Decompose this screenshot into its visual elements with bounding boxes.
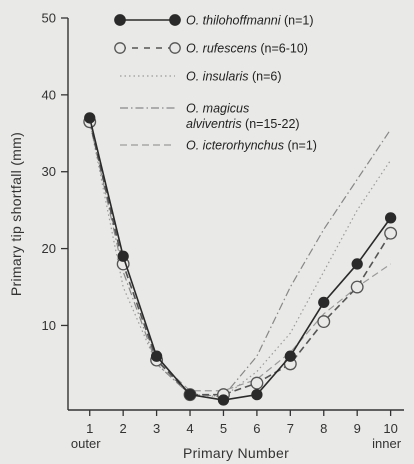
- series-1-point-9: [351, 258, 363, 270]
- legend-entry-2: O. rufescens (n=6-10): [114, 42, 308, 56]
- series-line-4: [89, 121, 392, 397]
- axes: 10 20 30 40 50 1 2 3 4 5 6 7 8 9 10 outer inner Prima…: [8, 11, 404, 461]
- y-ticks: 10 20 30 40 50: [42, 11, 68, 333]
- x-tick-label-6: 6: [253, 421, 260, 436]
- y-tick-label-20: 20: [42, 241, 56, 256]
- series-3: [89, 121, 392, 398]
- series-2-point-6: [250, 376, 264, 390]
- x-tick-label-10: 10: [383, 421, 397, 436]
- x-tick-label-4: 4: [186, 421, 193, 436]
- series-line-1: [88, 117, 392, 401]
- legend-marker-1-1: [114, 14, 126, 26]
- legend-marker-1-2: [169, 14, 181, 26]
- series-4: [89, 121, 392, 397]
- legend-label-n-2: (n=6-10): [257, 42, 308, 56]
- legend-entry-1: O. thilohoffmanni (n=1): [114, 14, 314, 28]
- legend-marker-2-1: [114, 42, 126, 54]
- legend-entry-5: O. icterorhynchus (n=1): [120, 139, 317, 153]
- series-1-point-8: [318, 296, 330, 309]
- x-end-label-inner: inner: [372, 436, 402, 451]
- y-tick-label-30: 30: [42, 164, 56, 179]
- legend-label-name2-4: alviventris: [186, 117, 242, 131]
- legend-label-1: O. thilohoffmanni (n=1): [186, 14, 314, 28]
- x-tick-label-7: 7: [287, 421, 294, 436]
- x-end-label-outer: outer: [71, 436, 101, 451]
- legend-label-name-3: O. insularis: [186, 70, 249, 84]
- legend-label-n-1: (n=1): [281, 14, 314, 28]
- legend-label-n-5: (n=1): [284, 139, 317, 153]
- legend-label-3: O. insularis (n=6): [186, 70, 282, 84]
- legend-marker-2-2: [169, 42, 181, 54]
- y-tick-label-40: 40: [42, 87, 56, 102]
- series-1: [84, 112, 397, 406]
- legend-label-5: O. icterorhynchus (n=1): [186, 139, 317, 153]
- series-line-2: [88, 121, 392, 396]
- legend-label-name-1: O. thilohoffmanni: [186, 14, 282, 28]
- y-tick-label-50: 50: [42, 11, 56, 26]
- legend-label-line2-4: alviventris (n=15-22): [186, 117, 300, 131]
- legend-label-name-5: O. icterorhynchus: [186, 139, 284, 153]
- x-tick-label-3: 3: [153, 421, 160, 436]
- legend-label-n-3: (n=6): [249, 70, 282, 84]
- x-tick-label-9: 9: [354, 421, 361, 436]
- legend-label-n-4: (n=15-22): [242, 117, 300, 131]
- legend-label-2: O. rufescens (n=6-10): [186, 42, 308, 56]
- legend: O. thilohoffmanni (n=1) O. rufescens (n=6…: [114, 14, 317, 153]
- legend-label-4: O. magicus: [186, 102, 249, 116]
- legend-label-name-2: O. rufescens: [186, 42, 257, 56]
- series-1-point-3: [150, 350, 163, 362]
- series-2-point-9: [350, 280, 364, 294]
- series-2-point-10: [384, 226, 398, 240]
- series-1-point-4: [184, 388, 196, 401]
- series-1-point-2: [117, 250, 129, 262]
- x-tick-label-8: 8: [320, 421, 327, 436]
- legend-entry-3: O. insularis (n=6): [120, 70, 282, 84]
- legend-label-name-4: O. magicus: [186, 102, 249, 116]
- x-tick-label-5: 5: [220, 421, 227, 436]
- x-axis-title: Primary Number: [183, 445, 289, 461]
- series-line-3: [89, 121, 392, 398]
- series-1-point-7: [284, 350, 296, 362]
- series-2: [83, 115, 398, 402]
- series-layer: [83, 112, 398, 406]
- x-tick-label-1: 1: [86, 421, 93, 436]
- y-tick-label-10: 10: [42, 318, 56, 333]
- series-5: [89, 121, 391, 392]
- series-1-point-5: [217, 394, 230, 406]
- series-line-5: [89, 121, 391, 392]
- series-1-point-1: [84, 112, 96, 124]
- x-tick-label-2: 2: [120, 421, 127, 436]
- x-ticks: 1 2 3 4 5 6 7 8 9 10: [86, 410, 398, 436]
- series-1-point-6: [251, 388, 263, 401]
- y-axis-title: Primary tip shortfall (mm): [8, 132, 24, 296]
- series-1-point-10: [384, 212, 397, 224]
- series-2-point-8: [317, 315, 331, 329]
